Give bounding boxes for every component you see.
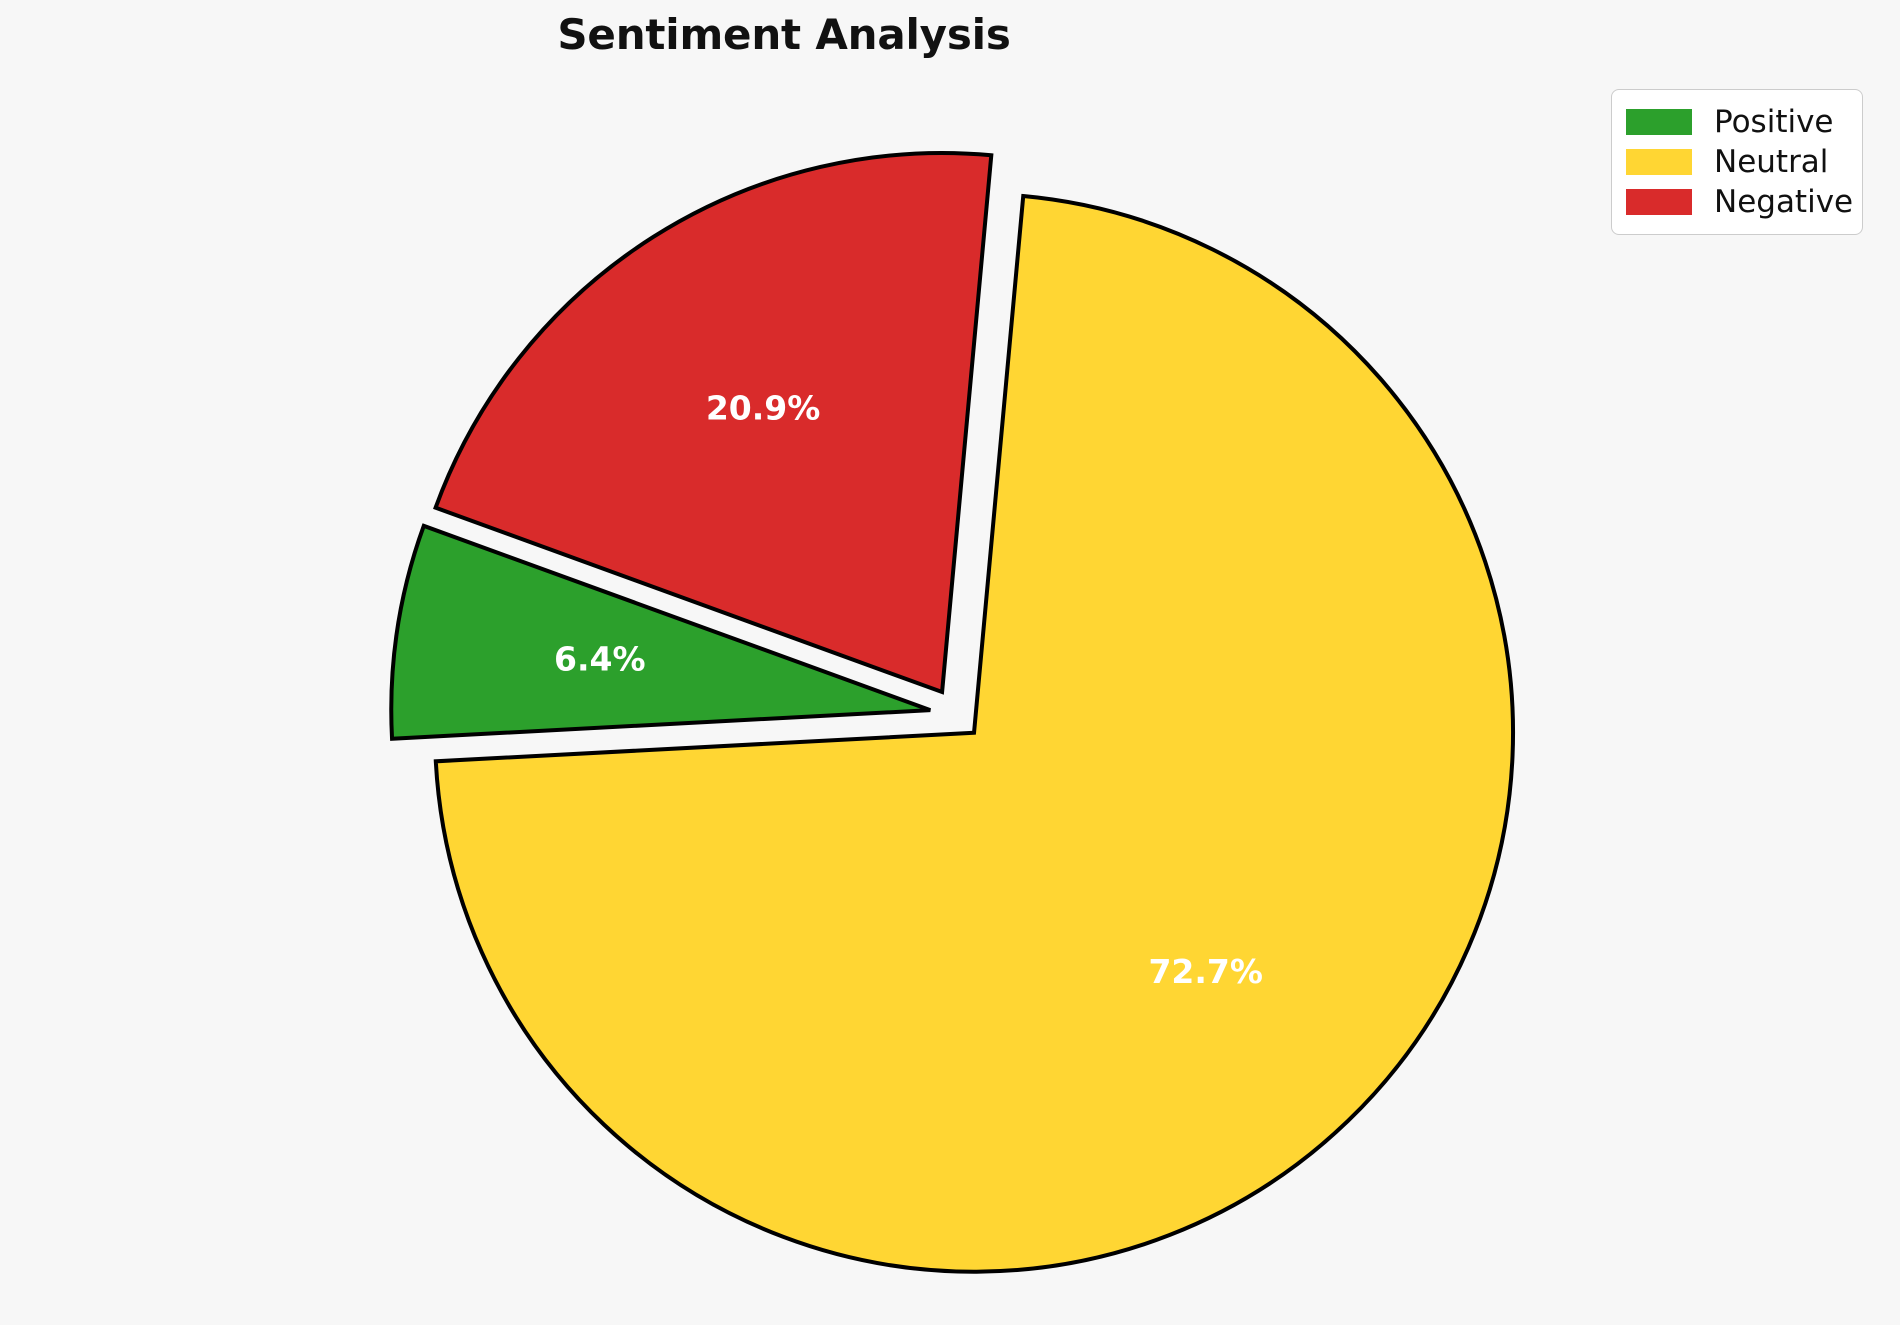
- legend-item-negative[interactable]: Negative: [1626, 182, 1853, 222]
- pie-slice-neutral[interactable]: [433, 193, 1515, 1274]
- legend-swatch-negative: [1626, 189, 1692, 215]
- legend-swatch-positive: [1626, 109, 1692, 135]
- legend-label-negative: Negative: [1714, 183, 1854, 220]
- legend-swatch-neutral: [1626, 149, 1692, 175]
- legend-item-neutral[interactable]: Neutral: [1626, 142, 1846, 182]
- legend-label-positive: Positive: [1714, 103, 1834, 140]
- pie-label-neutral: 72.7%: [1148, 952, 1263, 991]
- pie-slice-positive[interactable]: [389, 523, 931, 741]
- pie-slice-negative[interactable]: [433, 151, 994, 695]
- chart-legend: Positive Neutral Negative: [1611, 89, 1863, 235]
- pie-label-negative: 20.9%: [706, 388, 821, 427]
- pie-label-positive: 6.4%: [554, 639, 646, 678]
- page-title: Sentiment Analysis: [557, 10, 1011, 59]
- legend-label-neutral: Neutral: [1714, 143, 1829, 180]
- legend-item-positive[interactable]: Positive: [1626, 102, 1846, 142]
